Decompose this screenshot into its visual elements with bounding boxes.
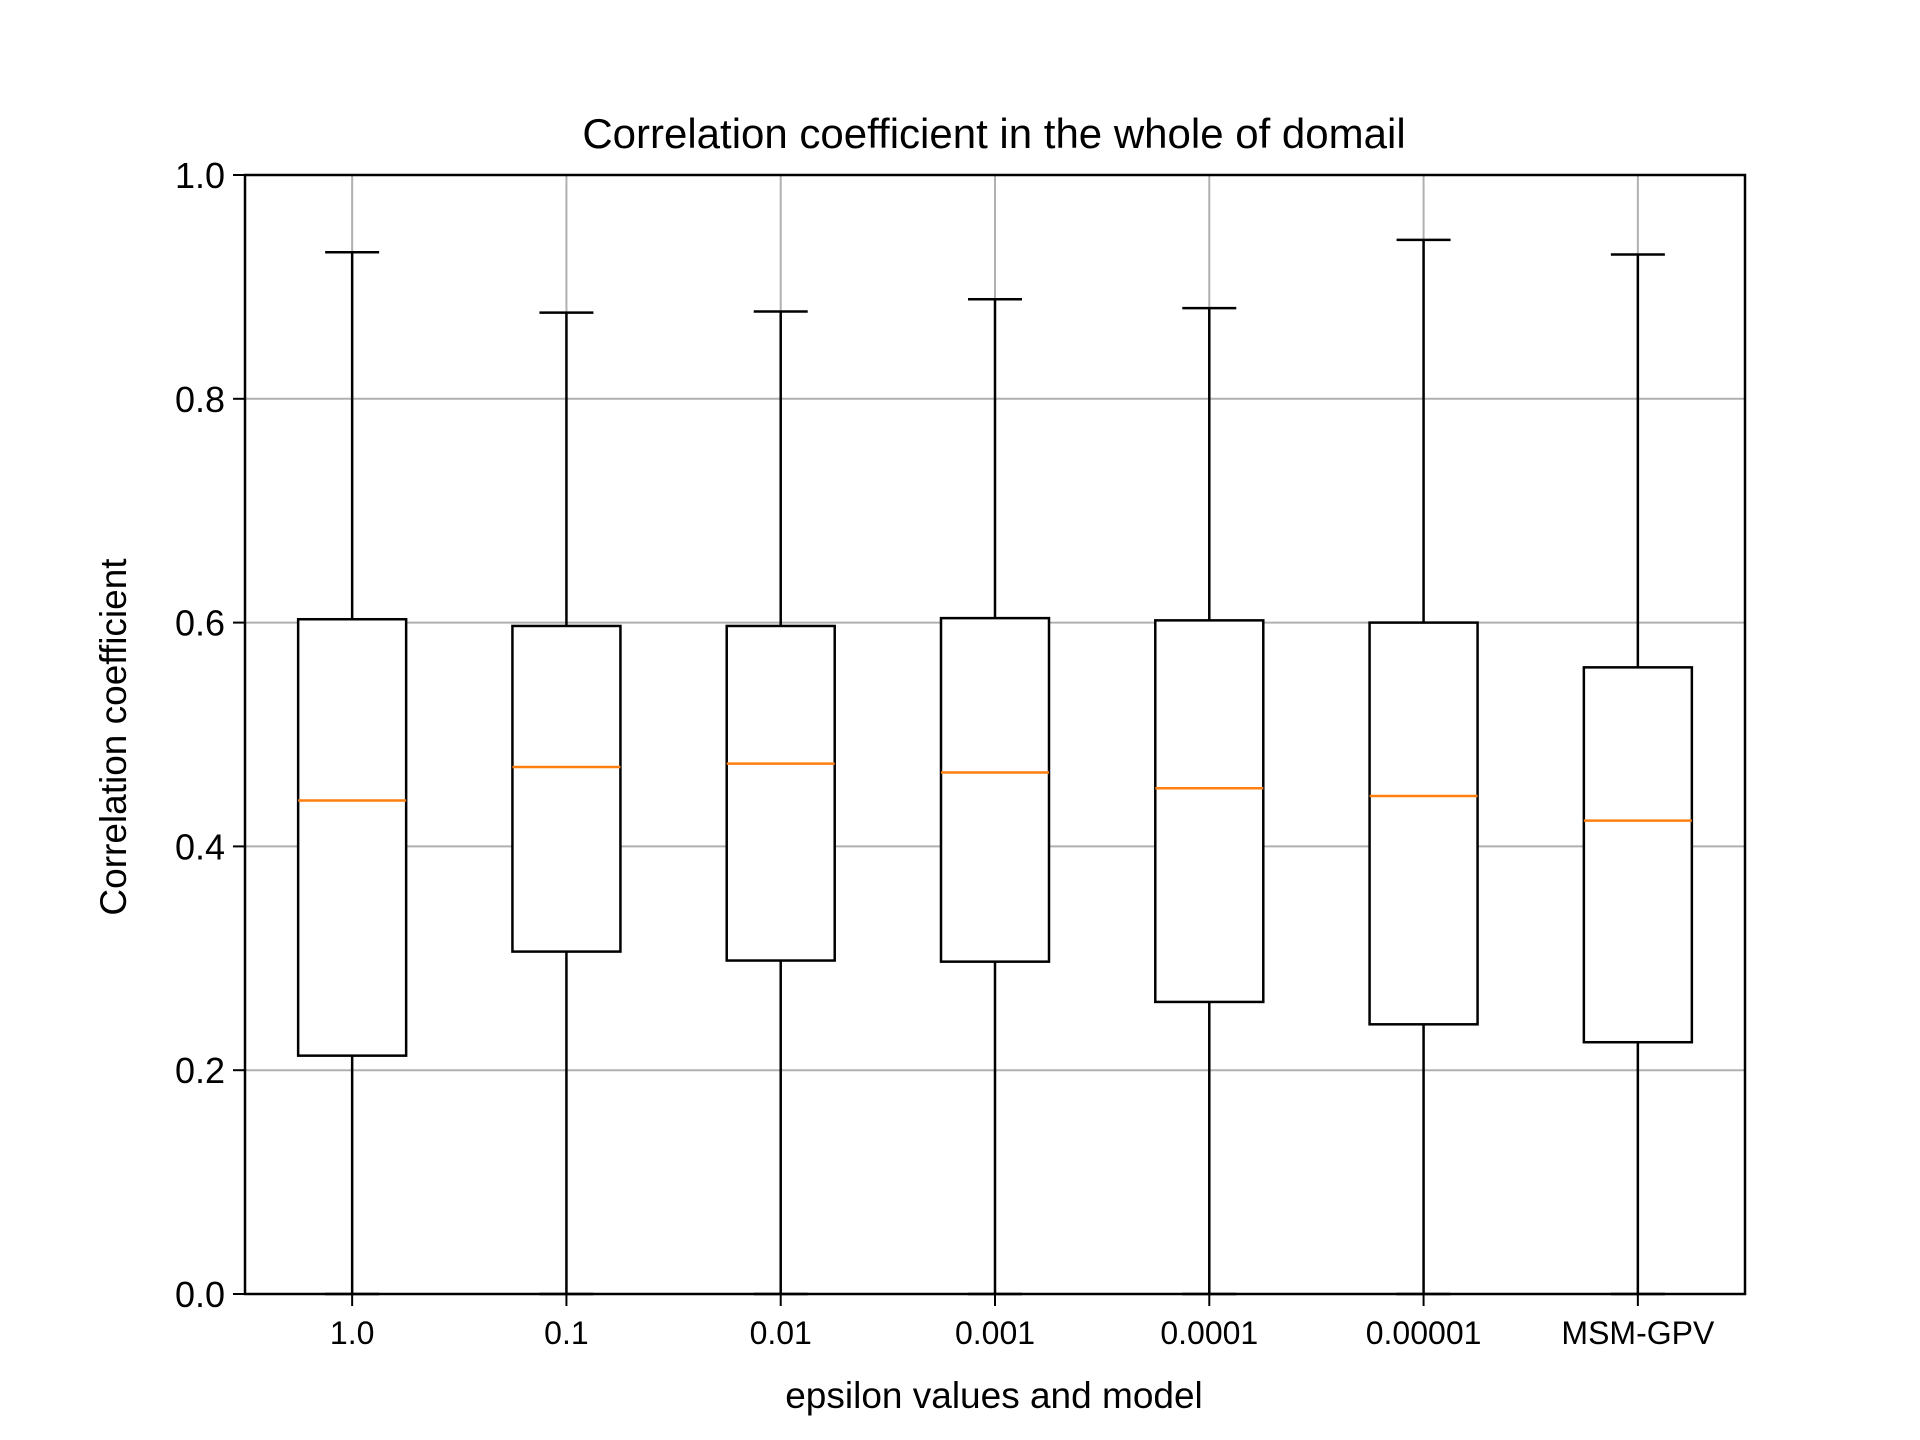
y-axis-label: Correlation coefficient [93,558,134,916]
iqr-box [1582,666,1694,1044]
box-MSM-GPV [1582,253,1694,1296]
x-axis-label: epsilon values and model [785,1375,1203,1416]
iqr-box [296,617,408,1057]
x-tick-label: 0.00001 [1366,1315,1482,1351]
x-tick-label: 0.1 [544,1315,588,1351]
box-0.0001 [1154,306,1265,1296]
x-tick-label: 1.0 [330,1315,374,1351]
y-tick-label: 1.0 [175,155,225,196]
iqr-box [1368,621,1479,1026]
chart-title: Correlation coefficient in the whole of … [582,110,1405,157]
x-axis-ticks: 1.0 0.1 0.01 0.001 0.0001 0.00001 MSM-GPV [330,1294,1715,1351]
box-1.0 [296,250,408,1296]
box-0.01 [725,310,836,1296]
box-0.00001 [1368,238,1479,1296]
iqr-box [725,624,836,962]
y-tick-label: 0.4 [175,826,225,867]
x-tick-label: 0.001 [955,1315,1035,1351]
box-0.001 [939,297,1051,1296]
y-axis-ticks: 0.0 0.2 0.4 0.6 0.8 1.0 [175,155,245,1315]
y-tick-label: 0.0 [175,1274,225,1315]
iqr-box [939,616,1051,963]
x-tick-label: 0.0001 [1160,1315,1258,1351]
boxes-layer [296,238,1694,1296]
x-tick-label: 0.01 [750,1315,812,1351]
box-0.1 [511,311,622,1296]
y-tick-label: 0.8 [175,379,225,420]
iqr-box [511,624,622,953]
x-tick-label: MSM-GPV [1561,1315,1715,1351]
y-tick-label: 0.2 [175,1050,225,1091]
iqr-box [1154,619,1265,1004]
y-tick-label: 0.6 [175,603,225,644]
